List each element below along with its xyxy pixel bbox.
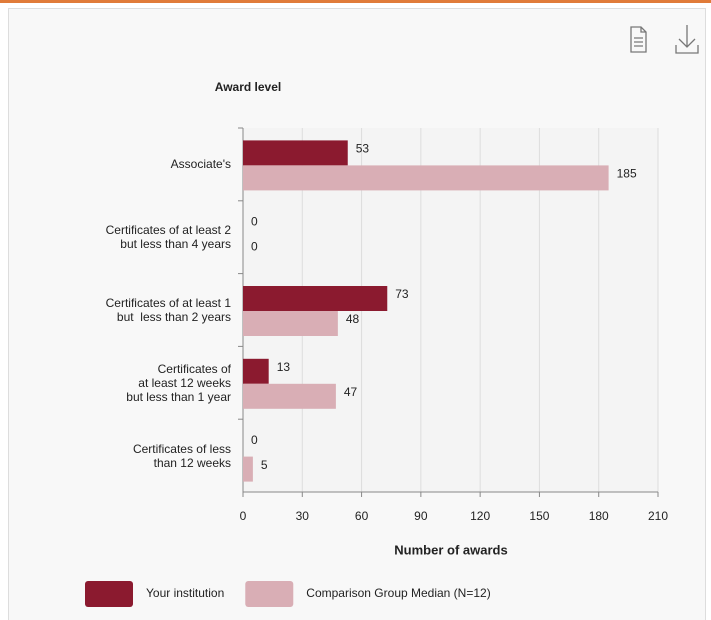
bar <box>243 165 609 191</box>
bar <box>243 456 253 482</box>
x-tick-label: 60 <box>355 509 369 523</box>
top-accent <box>0 0 711 3</box>
x-tick-label: 0 <box>240 509 247 523</box>
y-tick-label: Certificates of at least 2 but less than… <box>105 223 231 252</box>
bar <box>243 358 269 384</box>
x-tick-label: 210 <box>648 509 668 523</box>
bar <box>243 286 388 311</box>
x-tick-label: 150 <box>529 509 549 523</box>
legend-label: Your institution <box>146 586 224 600</box>
value-label: 185 <box>617 167 637 181</box>
y-tick-label: Certificates of less than 12 weeks <box>132 441 231 470</box>
x-tick-label: 120 <box>470 509 490 523</box>
y-tick-label: Certificates of at least 1 but less than… <box>105 296 231 324</box>
value-label: 48 <box>346 312 360 326</box>
value-label: 0 <box>251 433 258 447</box>
download-icon[interactable] <box>675 25 699 54</box>
x-axis-title: Number of awards <box>394 542 507 557</box>
legend-swatch <box>245 581 294 607</box>
y-axis-title: Award level <box>215 80 281 94</box>
legend-swatch <box>85 581 133 607</box>
x-tick-label: 180 <box>589 509 609 523</box>
legend-label: Comparison Group Median (N=12) <box>306 586 490 600</box>
bar <box>243 383 336 409</box>
value-label: 47 <box>344 385 358 399</box>
value-label: 0 <box>251 214 258 228</box>
value-label: 0 <box>251 239 258 253</box>
bar <box>243 140 348 166</box>
value-label: 73 <box>395 287 409 301</box>
value-label: 5 <box>261 458 268 472</box>
value-label: 13 <box>277 360 291 374</box>
y-tick-label: Certificates of at least 12 weeks but le… <box>126 361 231 404</box>
y-tick-label: Associate's <box>170 157 231 172</box>
bar <box>243 311 338 336</box>
value-label: 53 <box>356 142 370 156</box>
x-tick-label: 90 <box>414 509 428 523</box>
report-icon[interactable] <box>630 26 647 53</box>
x-tick-label: 30 <box>296 509 310 523</box>
